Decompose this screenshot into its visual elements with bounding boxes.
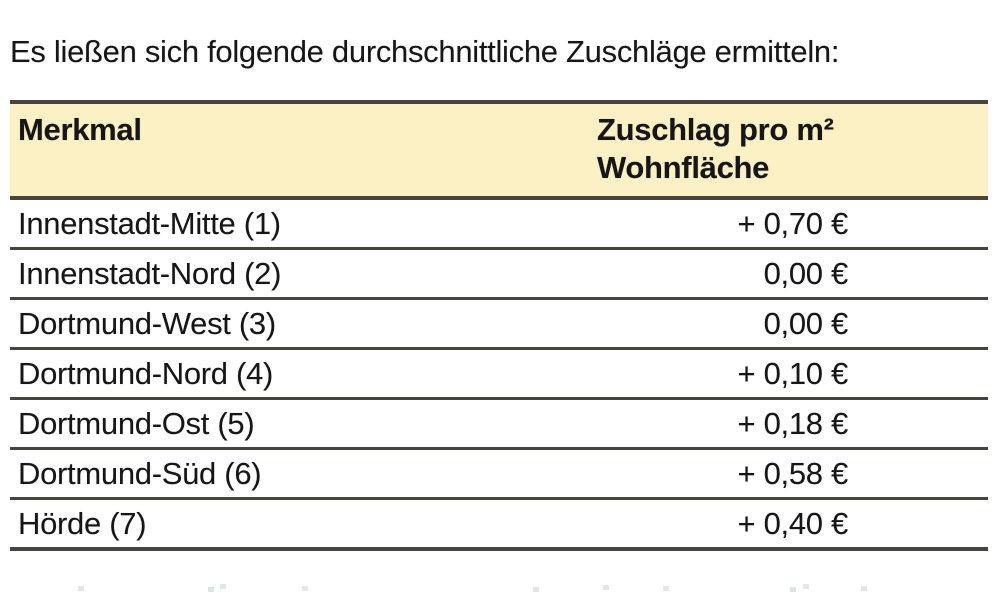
column-header-zuschlag-line1: Zuschlag pro m² xyxy=(597,112,834,147)
zuschlag-table: Merkmal Zuschlag pro m² Wohnfläche Innen… xyxy=(10,100,988,551)
row-value: 0,00 € xyxy=(763,256,849,291)
table-row: Innenstadt-Nord (2) 0,00 € xyxy=(10,250,988,300)
row-label: Innenstadt-Mitte (1) xyxy=(18,206,281,241)
row-label: Hörde (7) xyxy=(18,506,147,541)
table-row: Dortmund-Nord (4) + 0,10 € xyxy=(10,350,988,400)
intro-text: Es ließen sich folgende durchschnittlich… xyxy=(10,34,840,69)
table-header-row: Merkmal Zuschlag pro m² Wohnfläche xyxy=(10,104,988,200)
table-row: Dortmund-Süd (6) + 0,58 € xyxy=(10,450,988,500)
row-label: Dortmund-West (3) xyxy=(18,306,276,341)
table-row: Dortmund-Ost (5) + 0,18 € xyxy=(10,400,988,450)
row-value: + 0,10 € xyxy=(737,356,848,391)
row-value: + 0,18 € xyxy=(737,406,848,441)
row-value: + 0,58 € xyxy=(737,456,848,491)
row-label: Dortmund-Nord (4) xyxy=(18,356,274,391)
row-value: + 0,70 € xyxy=(737,206,848,241)
row-label: Dortmund-Süd (6) xyxy=(18,456,262,491)
row-label: Dortmund-Ost (5) xyxy=(18,406,255,441)
table-row: Dortmund-West (3) 0,00 € xyxy=(10,300,988,350)
row-value: 0,00 € xyxy=(763,306,849,341)
row-value: + 0,40 € xyxy=(737,506,848,541)
table-row: Hörde (7) + 0,40 € xyxy=(10,500,988,547)
table-row: Innenstadt-Mitte (1) + 0,70 € xyxy=(10,200,988,250)
column-header-zuschlag: Zuschlag pro m² Wohnfläche xyxy=(597,111,988,187)
row-label: Innenstadt-Nord (2) xyxy=(18,256,282,291)
column-header-merkmal: Merkmal xyxy=(18,112,142,147)
cropped-text-remnant xyxy=(78,586,84,591)
column-header-zuschlag-line2: Wohnfläche xyxy=(597,150,770,185)
